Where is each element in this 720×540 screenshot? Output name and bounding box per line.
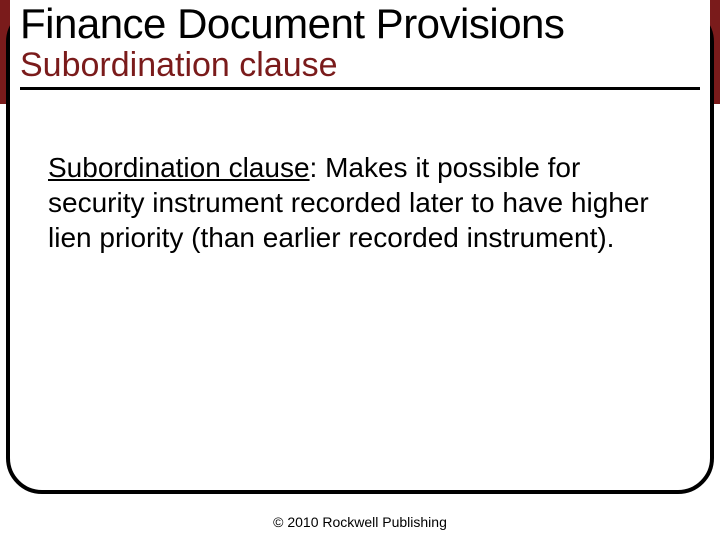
slide-title: Finance Document Provisions	[20, 0, 700, 48]
body-text: Subordination clause: Makes it possible …	[48, 150, 672, 255]
title-box: Finance Document Provisions Subordinatio…	[10, 0, 710, 94]
slide-subtitle: Subordination clause	[20, 46, 700, 90]
footer-copyright: © 2010 Rockwell Publishing	[0, 514, 720, 530]
definition-term: Subordination clause	[48, 152, 310, 183]
